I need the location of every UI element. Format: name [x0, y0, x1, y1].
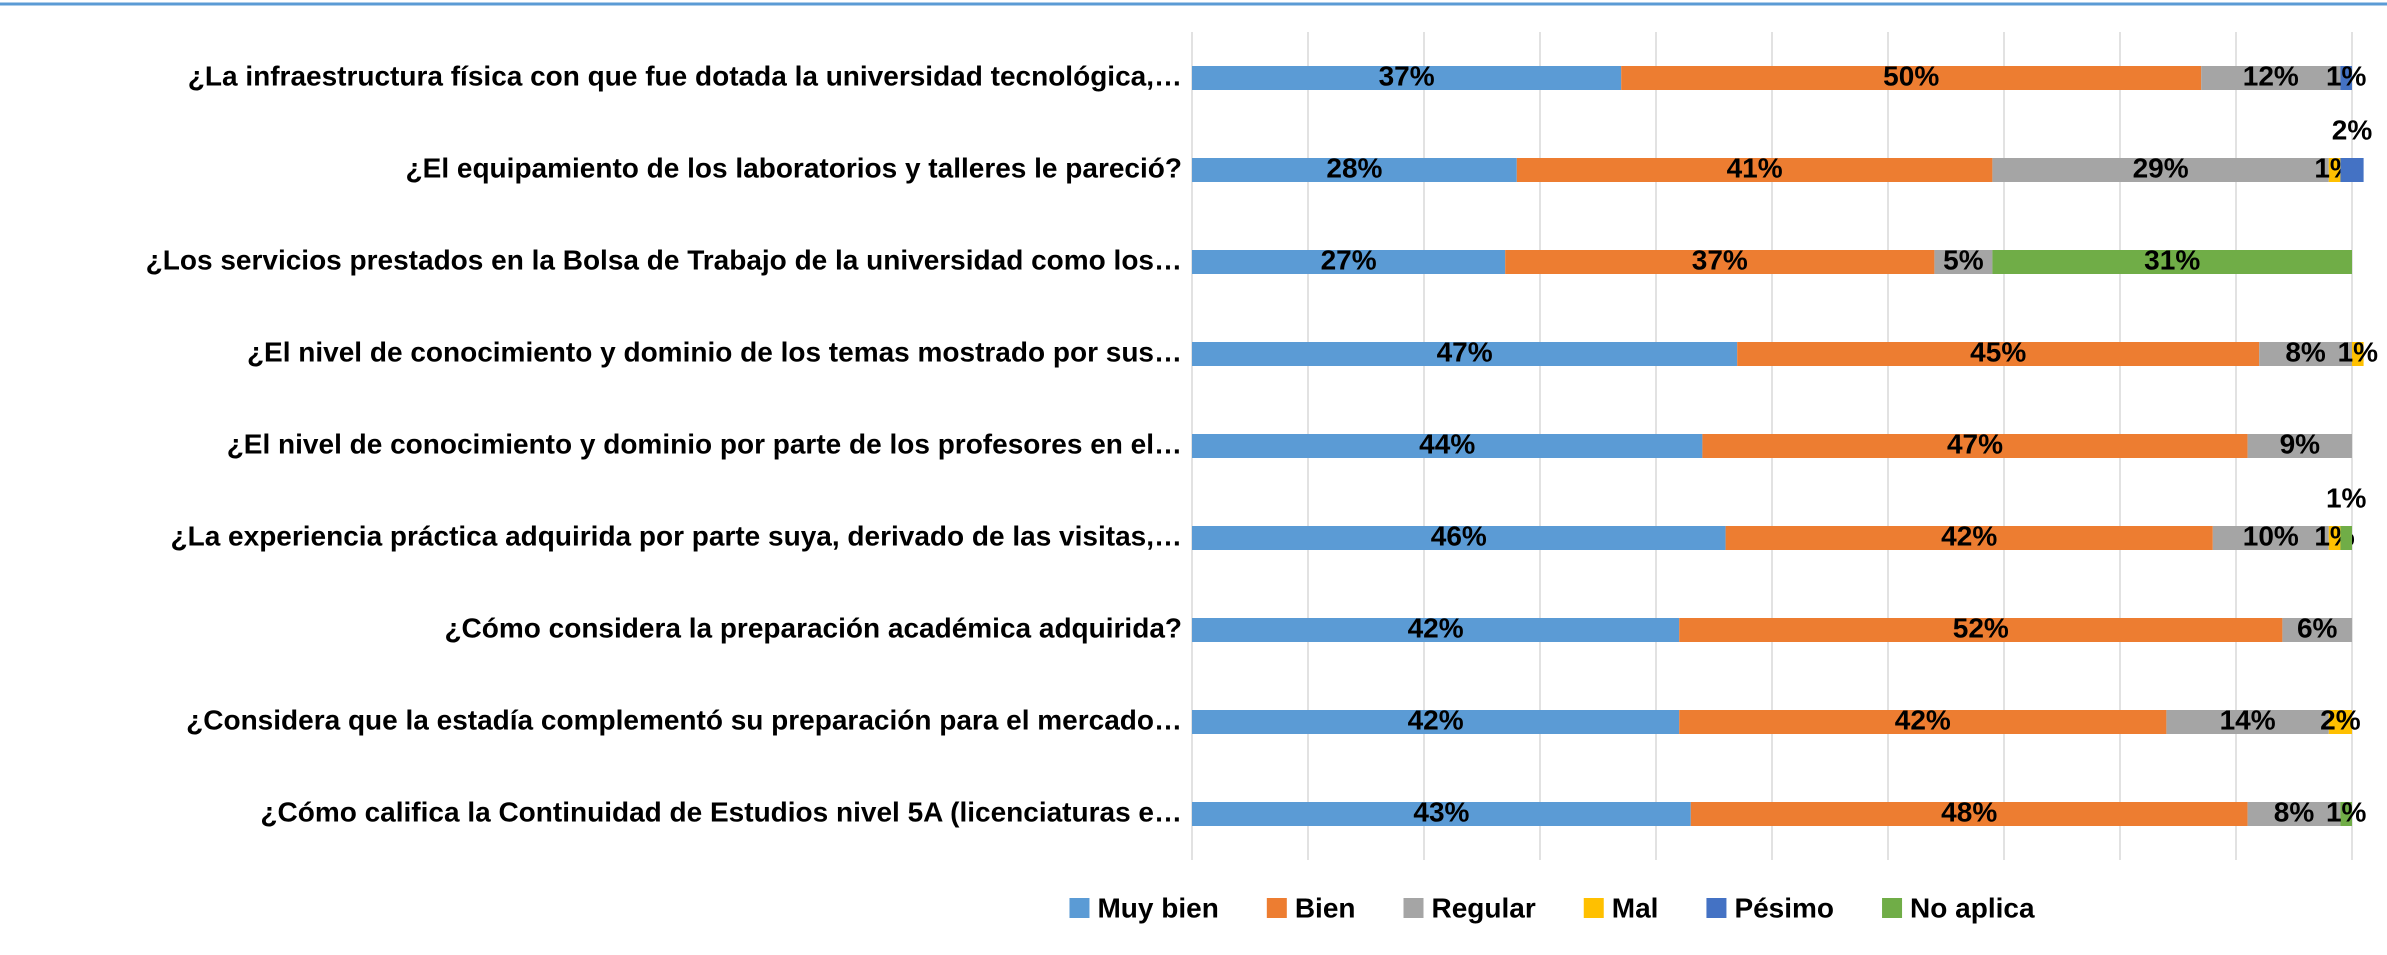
y-tick-label: ¿Cómo califica la Continuidad de Estudio… — [260, 796, 1182, 827]
data-label: 5% — [1943, 244, 1984, 275]
data-label: 12% — [2243, 60, 2299, 91]
bar-segment — [2340, 802, 2352, 826]
data-label: 31% — [2144, 244, 2200, 275]
bar-segment — [2328, 158, 2341, 182]
data-label: 42% — [1941, 520, 1997, 551]
data-label: 45% — [1970, 336, 2026, 367]
bar-segment — [1192, 250, 1506, 274]
data-label: 44% — [1419, 428, 1475, 459]
legend-label: Bien — [1295, 892, 1356, 923]
data-label: 41% — [1727, 152, 1783, 183]
y-tick-label: ¿El equipamiento de los laboratorios y t… — [406, 152, 1182, 183]
bar-segment — [1621, 66, 2202, 90]
bar-segment — [2340, 66, 2352, 90]
bar-segment — [2352, 342, 2364, 366]
bar-segment — [1192, 526, 1726, 550]
data-label: 1% — [2326, 482, 2367, 513]
data-label: 47% — [1947, 428, 2003, 459]
bar-segment — [2166, 710, 2329, 734]
bar-segment — [2328, 526, 2341, 550]
legend-label: Muy bien — [1097, 892, 1218, 923]
bar-segment — [1505, 250, 1935, 274]
y-tick-label: ¿La experiencia práctica adquirida por p… — [171, 520, 1183, 551]
data-label: 14% — [2220, 704, 2276, 735]
data-label: 8% — [2274, 796, 2315, 827]
bar-segment — [1690, 802, 2248, 826]
bar-segment — [2340, 526, 2352, 550]
bar-segment — [1192, 434, 1703, 458]
y-tick-label: ¿La infraestructura física con que fue d… — [188, 60, 1182, 91]
legend-swatch — [1706, 898, 1727, 918]
bar-segment — [1702, 434, 2248, 458]
y-tick-label: ¿Considera que la estadía complementó su… — [186, 704, 1182, 735]
data-label: 2% — [2320, 704, 2361, 735]
bar-segment — [1192, 710, 1680, 734]
y-tick-label: ¿El nivel de conocimiento y dominio de l… — [247, 336, 1182, 367]
data-label: 52% — [1953, 612, 2009, 643]
data-label: 42% — [1408, 704, 1464, 735]
bar-segment — [1679, 710, 2167, 734]
bar-segment — [1679, 618, 2283, 642]
data-label: 27% — [1321, 244, 1377, 275]
data-label: 10% — [2243, 520, 2299, 551]
legend-label: Regular — [1432, 892, 1536, 923]
data-label: 42% — [1408, 612, 1464, 643]
bar-segment — [1192, 158, 1517, 182]
data-label: 6% — [2297, 612, 2338, 643]
y-tick-label: ¿Los servicios prestados en la Bolsa de … — [146, 244, 1182, 275]
bar-segment — [2282, 618, 2352, 642]
data-label: 37% — [1379, 60, 1435, 91]
data-label: 1% — [2326, 796, 2367, 827]
bar-segment — [1192, 618, 1680, 642]
legend-label: Pésimo — [1734, 892, 1834, 923]
legend-swatch — [1266, 898, 1287, 918]
bar-segment — [2201, 66, 2341, 90]
legend-swatch — [1403, 898, 1424, 918]
bar-segment — [2212, 526, 2329, 550]
data-label: 50% — [1883, 60, 1939, 91]
y-tick-label: ¿Cómo considera la preparación académica… — [444, 612, 1182, 643]
bar-segment — [1992, 250, 2352, 274]
bar-segment — [1934, 250, 1993, 274]
data-label: 1% — [2338, 336, 2379, 367]
legend-label: Mal — [1612, 892, 1659, 923]
bar-segment — [1725, 526, 2213, 550]
data-label: 9% — [2280, 428, 2321, 459]
data-label: 37% — [1692, 244, 1748, 275]
data-label: 1% — [2326, 60, 2367, 91]
data-label: 43% — [1413, 796, 1469, 827]
y-tick-label: ¿El nivel de conocimiento y dominio por … — [227, 428, 1182, 459]
data-label: 28% — [1326, 152, 1382, 183]
bar-segment — [1992, 158, 2329, 182]
bar-segment — [1192, 802, 1691, 826]
data-label: 29% — [2133, 152, 2189, 183]
data-label: 46% — [1431, 520, 1487, 551]
bar-segment — [2328, 710, 2352, 734]
bar-segment — [1516, 158, 1993, 182]
data-label: 47% — [1437, 336, 1493, 367]
legend-swatch — [1069, 898, 1090, 918]
data-label: 42% — [1895, 704, 1951, 735]
legend-swatch — [1882, 898, 1903, 918]
data-label: 48% — [1941, 796, 1997, 827]
data-label: 8% — [2285, 336, 2326, 367]
bar-segment — [2259, 342, 2352, 366]
data-label: 2% — [2332, 114, 2373, 145]
bar-segment — [1737, 342, 2260, 366]
bar-segment — [2340, 158, 2364, 182]
legend-swatch — [1583, 898, 1604, 918]
legend-label: No aplica — [1910, 892, 2035, 923]
bar-segment — [1192, 66, 1622, 90]
bar-segment — [2247, 802, 2341, 826]
bar-segment — [1192, 342, 1738, 366]
bar-segment — [2247, 434, 2352, 458]
